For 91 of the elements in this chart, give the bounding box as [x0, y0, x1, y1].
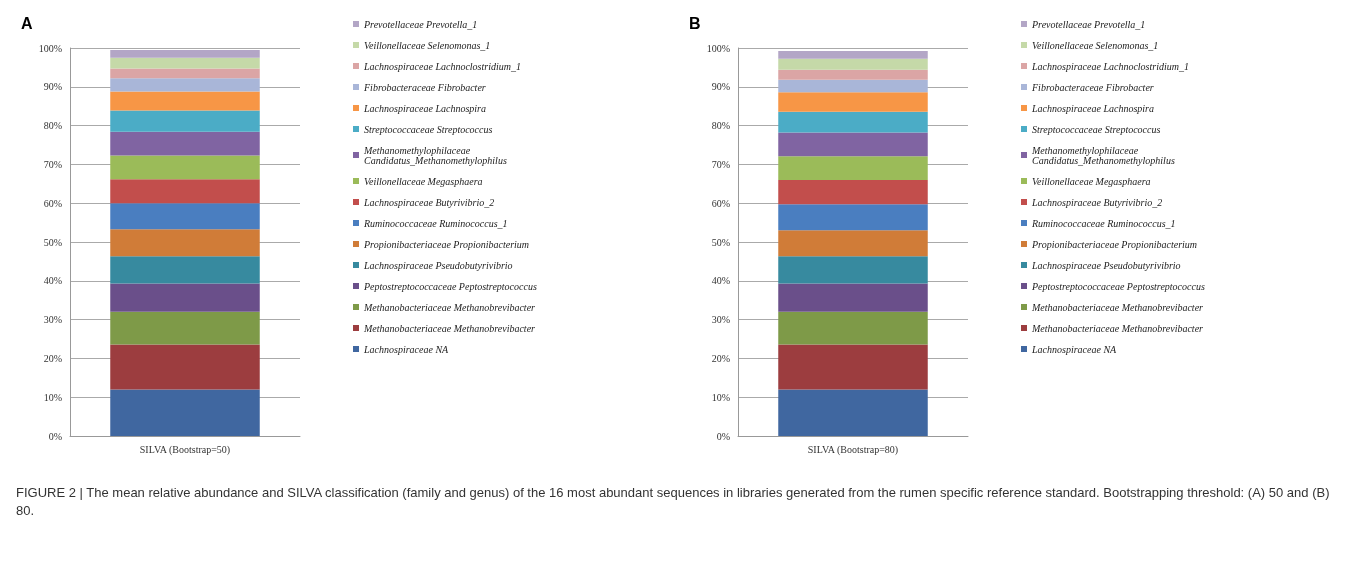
legend-label: Streptococcaceae Streptococcus	[364, 123, 493, 135]
legend-label: Ruminococcaceae Ruminococcus_1	[363, 217, 508, 229]
y-tick-label: 80%	[43, 120, 62, 132]
y-tick-label: 10%	[43, 391, 62, 403]
bar	[110, 311, 260, 345]
legend-label: Prevotellaceae Prevotella_1	[1031, 18, 1146, 30]
bar	[778, 156, 928, 180]
y-tick-label: 50%	[711, 236, 730, 248]
legend-label: Veillonellaceae Megasphaera	[364, 175, 483, 187]
legend-label: Veillonellaceae Selenomonas_1	[1032, 39, 1159, 51]
legend-label: Streptococcaceae Streptococcus	[1032, 123, 1161, 135]
legend-label: Lachnospiraceae Lachnoclostridium_1	[363, 60, 521, 72]
bar	[110, 49, 260, 58]
bar	[110, 68, 260, 79]
y-tick-label: 30%	[43, 314, 62, 326]
bar	[110, 155, 260, 180]
bar	[110, 91, 260, 111]
bar	[778, 111, 928, 133]
y-tick-label: 100%	[706, 42, 730, 54]
y-tick-label: 50%	[43, 236, 62, 248]
legend-label: Methanomethylophilaceae Candidatus_Methanomethylophilus	[363, 144, 507, 166]
legend-label: Veillonellaceae Selenomonas_1	[364, 39, 491, 51]
legend-label: Prevotellaceae Prevotella_1	[363, 18, 478, 30]
legend-label: Methanobacteriaceae Methanobrevibacter	[363, 322, 536, 334]
y-tick-label: 10%	[711, 391, 730, 403]
bar	[110, 179, 260, 204]
chart-title: B	[689, 14, 701, 32]
bar	[778, 92, 928, 112]
bar	[778, 58, 928, 70]
bar	[778, 344, 928, 390]
bar	[110, 110, 260, 132]
legend-label: Lachnospiraceae NA	[1031, 343, 1118, 355]
y-tick-label: 90%	[43, 81, 62, 93]
bar	[778, 132, 928, 157]
y-tick-label: 70%	[711, 158, 730, 170]
bar	[778, 389, 928, 436]
bar	[778, 256, 928, 284]
bar	[778, 283, 928, 312]
legend-label: Propionibacteriaceae Propionibacterium	[1031, 238, 1198, 250]
y-tick-label: 60%	[711, 197, 730, 209]
legend-label: Lachnospiraceae NA	[363, 343, 450, 355]
bar	[778, 79, 928, 93]
x-tick-label: SILVA (Bootstrap=50)	[139, 443, 231, 456]
bar	[110, 229, 260, 257]
y-tick-label: 40%	[43, 275, 62, 287]
legend-label: Lachnospiraceae Lachnoclostridium_1	[1031, 60, 1189, 72]
y-tick-label: 70%	[43, 158, 62, 170]
legend-label: Methanobacteriaceae Methanobrevibacter	[1031, 301, 1204, 313]
legend-label: Ruminococcaceae Ruminococcus_1	[1031, 217, 1176, 229]
y-tick-label: 20%	[43, 352, 62, 364]
legend-label: Peptostreptococcaceae Peptostreptococcus	[363, 280, 537, 292]
y-tick-label: 90%	[711, 81, 730, 93]
legend-label: Lachnospiraceae Butyrivibrio_2	[363, 196, 495, 208]
legend-label: Peptostreptococcaceae Peptostreptococcus	[1031, 280, 1205, 292]
legend-label: Methanomethylophilaceae Candidatus_Methanomethylophilus	[1031, 144, 1175, 166]
bar	[110, 283, 260, 312]
chart-title: A	[21, 14, 33, 32]
y-tick-label: 20%	[711, 352, 730, 364]
y-tick-label: 80%	[711, 120, 730, 132]
bar	[778, 204, 928, 231]
legend-label: Fibrobacteraceae Fibrobacter	[1031, 81, 1154, 93]
y-tick-label: 40%	[711, 275, 730, 287]
bar	[110, 389, 260, 436]
y-tick-label: 30%	[711, 314, 730, 326]
legend-label: Lachnospiraceae Lachnospira	[1031, 102, 1154, 114]
bar	[110, 78, 260, 92]
legend-label: Propionibacteriaceae Propionibacterium	[363, 238, 530, 250]
bar	[778, 179, 928, 205]
bar	[110, 256, 260, 284]
bar	[110, 344, 260, 390]
legend-label: Lachnospiraceae Pseudobutyrivibrio	[1031, 259, 1181, 271]
x-tick-label: SILVA (Bootstrap=80)	[807, 443, 899, 456]
y-tick-label: 60%	[43, 197, 62, 209]
caption: FIGURE 2 | The mean relative abundance and SILVA classification (family and genus) of the 16 most abundant sequences in libraries generated from the rumen specific reference standard. Bootstrapping threshold: (A) 50 and (B) 80.	[15, 484, 1331, 520]
legend-label: Lachnospiraceae Pseudobutyrivibrio	[363, 259, 513, 271]
legend-label: Methanobacteriaceae Methanobrevibacter	[1031, 322, 1204, 334]
y-tick-label: 100%	[38, 42, 62, 54]
legend-label: Methanobacteriaceae Methanobrevibacter	[363, 301, 536, 313]
legend-label: Lachnospiraceae Butyrivibrio_2	[1031, 196, 1163, 208]
legend-label: Fibrobacteraceae Fibrobacter	[363, 81, 486, 93]
bar	[110, 57, 260, 69]
y-tick-label: 0%	[48, 430, 62, 442]
bar	[778, 69, 928, 80]
bar	[778, 311, 928, 345]
bar	[110, 203, 260, 230]
bar	[110, 131, 260, 156]
bar	[778, 51, 928, 59]
bar	[778, 230, 928, 257]
legend-label: Veillonellaceae Megasphaera	[1032, 175, 1151, 187]
y-tick-label: 0%	[716, 430, 730, 442]
legend-label: Lachnospiraceae Lachnospira	[363, 102, 486, 114]
